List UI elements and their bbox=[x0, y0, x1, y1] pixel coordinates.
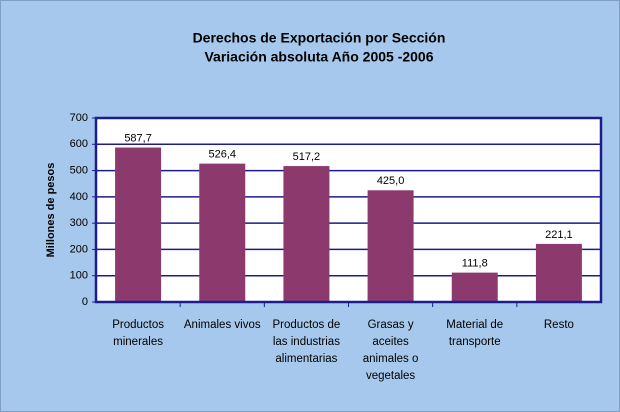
x-tick-label: Productos minerales bbox=[112, 319, 164, 348]
chart-title: Derechos de Exportación por Sección bbox=[193, 30, 446, 46]
y-tick-label: 200 bbox=[70, 243, 88, 255]
plot-border bbox=[94, 116, 603, 304]
x-tick-label: Productos de las industrias alimentarias bbox=[272, 319, 341, 365]
y-tick-label: 100 bbox=[70, 270, 88, 282]
value-label: 221,1 bbox=[545, 229, 573, 241]
bar bbox=[199, 163, 246, 302]
y-tick-label: 500 bbox=[70, 164, 88, 176]
y-tick-label: 400 bbox=[70, 191, 88, 203]
y-tick-label: 0 bbox=[82, 296, 88, 308]
value-label: 587,7 bbox=[124, 132, 152, 144]
value-label: 526,4 bbox=[208, 149, 236, 161]
y-axis-label: Millones de pesos bbox=[45, 163, 57, 258]
chart-subtitle: Variación absoluta Año 2005 -2006 bbox=[204, 49, 433, 65]
y-tick-label: 300 bbox=[70, 217, 88, 229]
x-tick-label: Material de transporte bbox=[446, 319, 504, 348]
value-label: 517,2 bbox=[293, 151, 321, 163]
bar bbox=[367, 190, 414, 302]
bar bbox=[535, 243, 582, 302]
plot-area bbox=[96, 118, 601, 302]
y-tick-label: 600 bbox=[70, 138, 88, 150]
bar bbox=[451, 272, 498, 302]
value-label: 425,0 bbox=[377, 175, 405, 187]
x-tick-label: Resto bbox=[543, 319, 574, 331]
y-tick-label: 700 bbox=[70, 112, 88, 124]
bar bbox=[283, 166, 330, 302]
x-tick-label: Animales vivos bbox=[183, 319, 261, 331]
x-tick-label: Grasas y aceites animales o vegetales bbox=[362, 319, 419, 382]
bar bbox=[115, 147, 162, 302]
value-label: 111,8 bbox=[462, 258, 488, 270]
